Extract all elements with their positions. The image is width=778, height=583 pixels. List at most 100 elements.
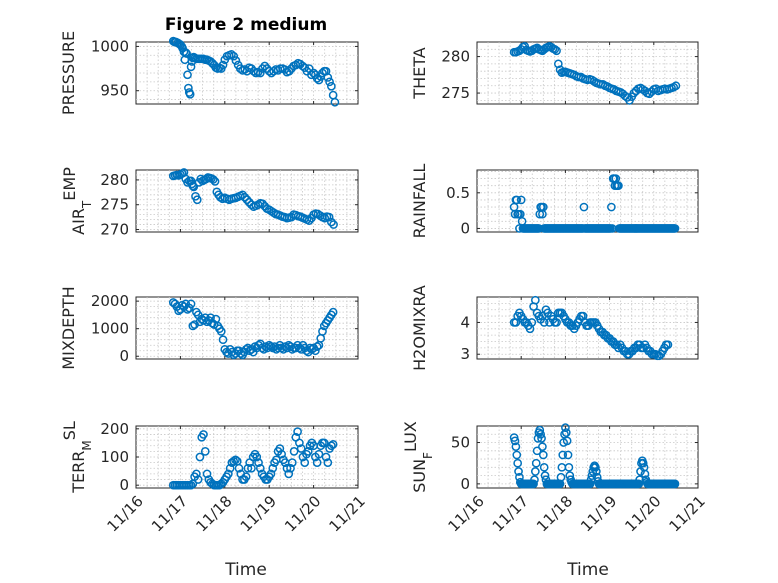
mixdepth-point [216,327,226,336]
air-temp-point [329,220,338,229]
air-temp-ylabel: AIRTEMP [60,167,95,235]
air-temp-point [244,197,254,207]
terr-msl-point [199,430,208,439]
terr-msl-point [312,458,322,467]
terr-msl-point [314,449,324,459]
pressure-point [323,73,333,82]
air-temp-point [304,216,314,225]
terr-msl-point [284,469,294,479]
y-tick-label: 280 [100,171,129,189]
panel-h2omixra: 3 4 H2OMIXRA [410,285,699,371]
panel-terr-msl: 0 100 200 11/16 11/17 11/18 11/19 11/20 11/21 TER… [60,420,369,536]
mixdepth-point [188,321,198,331]
pressure-point [229,51,239,61]
y-tick-label: 3 [460,345,470,363]
terr-msl-point [289,447,299,456]
terr-msl-point [186,480,196,490]
panel-mixdepth: 0 1000 2000 MIXDEPTH [59,286,359,370]
terr-msl-point [300,458,310,467]
sun-flux-point [540,471,550,480]
sun-flux-point [563,450,573,460]
sun-flux-point [530,467,540,476]
sun-flux-point [510,436,520,446]
rainfall-point [607,202,616,212]
h2omixra-point [663,340,673,350]
mixdepth-point [218,335,228,345]
panel-air-temp: 270 275 280 AIRTEMP [60,167,359,239]
theta-ylabel: THETA [410,47,429,99]
terr-msl-ylabel: TERRMSL [60,421,95,494]
terr-msl-point [202,469,212,479]
y-tick-label: 2000 [91,292,129,310]
air-temp-point [208,175,218,184]
rainfall-point [516,195,526,205]
terr-msl-point [328,439,338,449]
terr-msl-point [195,452,205,462]
sun-flux-point [591,462,600,472]
y-tick-label: 1000 [91,37,129,55]
sun-flux-point [556,472,566,482]
terr-msl-point [323,458,333,467]
pressure-point [218,60,228,70]
x-tick-label: 11/20 [281,492,324,535]
terr-msl-point [231,455,240,465]
y-tick-label: 280 [441,48,470,66]
x-axis-label-left: Time [224,560,267,580]
y-tick-label: 0.5 [446,184,470,202]
sun-flux-point [536,429,545,439]
pressure-point [181,48,191,57]
rainfall-point [614,181,623,191]
air-temp-point [192,195,202,205]
x-tick-label: 11/18 [533,492,576,535]
air-temp-point [327,217,336,227]
x-tick-label: 11/16 [445,492,488,535]
sun-flux-point [535,425,545,435]
h2omixra-ylabel: H2OMIXRA [410,285,429,371]
x-tick-label: 11/17 [489,492,532,535]
y-tick-label: 275 [441,84,470,102]
sun-flux-ylabel: SUNFLUX [401,421,436,493]
terr-msl-point [234,463,244,473]
theta-point [553,59,563,69]
pressure-point [185,89,195,99]
x-tick-label: 11/17 [148,492,191,535]
sun-flux-point [511,442,521,452]
mixdepth-point [318,327,327,336]
y-tick-label: 0 [119,476,129,494]
sun-flux-point [514,467,523,476]
h2omixra-point [530,295,540,305]
h2omixra-point [539,318,549,327]
panel-rainfall: 0 0.5 RAINFALL [410,164,699,238]
air-temp-point [324,212,334,222]
rainfall-point [510,209,520,219]
y-tick-label: 1000 [91,320,129,338]
panel-sun-flux: 0 50 11/16 11/17 11/18 11/19 11/20 11/21 SUNFLUX [401,421,709,535]
sun-flux-point [558,450,568,460]
terr-msl-point [319,438,329,448]
y-tick-label: 200 [100,420,129,438]
mixdepth-point [186,299,196,309]
mixdepth-ylabel: MIXDEPTH [59,286,78,369]
terr-msl-point [225,463,235,473]
terr-msl-point [287,458,297,467]
figure-title: Figure 2 medium [165,15,327,35]
terr-msl-point [252,452,262,462]
rainfall-point [538,202,548,212]
pressure-point [186,62,196,72]
y-tick-label: 100 [100,448,129,466]
h2omixra-point [527,318,537,327]
terr-msl-point [266,469,276,479]
sun-flux-point [538,442,547,452]
x-tick-label: 11/19 [237,492,280,535]
sun-flux-point [640,469,650,479]
rainfall-point [579,202,589,212]
sun-flux-point [529,479,538,489]
terr-msl-point [303,447,313,456]
terr-msl-point [268,463,278,473]
theta-point [629,88,639,98]
terr-msl-point [295,438,304,448]
pressure-point [325,77,334,87]
rainfall-point [512,195,522,205]
y-tick-label: 0 [460,219,470,237]
